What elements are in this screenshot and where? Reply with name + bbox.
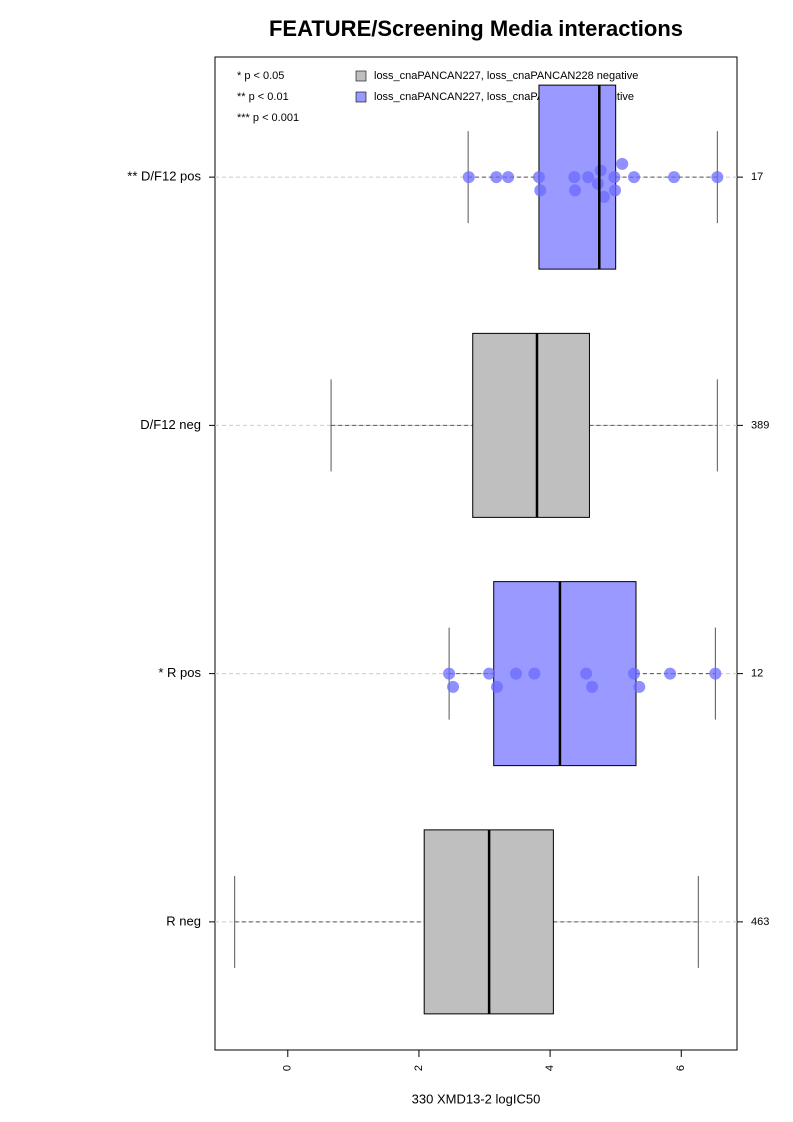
significance-note: * p < 0.05 <box>237 70 284 82</box>
data-point <box>447 680 460 693</box>
x-tick-label: 0 <box>282 1065 294 1071</box>
box <box>472 332 590 518</box>
data-point <box>609 184 622 197</box>
data-point <box>462 171 475 184</box>
group-label: * R pos <box>158 665 201 680</box>
data-point <box>633 680 646 693</box>
data-point <box>711 171 724 184</box>
legend-label: loss_cnaPANCAN227, loss_cnaPANCAN228 neg… <box>374 70 638 82</box>
significance-note: ** p < 0.01 <box>237 91 289 103</box>
data-point <box>664 667 677 680</box>
chart-title: FEATURE/Screening Media interactions <box>269 16 683 41</box>
legend-swatch <box>355 91 367 103</box>
data-point <box>586 680 599 693</box>
data-point <box>534 184 547 197</box>
data-point <box>502 171 515 184</box>
x-tick-label: 4 <box>544 1065 556 1071</box>
data-point <box>628 667 641 680</box>
data-point <box>582 171 595 184</box>
group-label: ** D/F12 pos <box>127 169 201 184</box>
data-point <box>490 171 503 184</box>
data-point <box>528 667 541 680</box>
data-point <box>510 667 523 680</box>
data-point <box>628 171 641 184</box>
group-count: 17 <box>751 171 763 183</box>
group-label: D/F12 neg <box>140 417 201 432</box>
x-axis-label: 330 XMD13-2 logIC50 <box>412 1091 541 1106</box>
data-point <box>569 184 582 197</box>
data-point <box>580 667 593 680</box>
group-count: 389 <box>751 419 769 431</box>
data-point <box>668 171 681 184</box>
data-point <box>616 157 629 170</box>
group-count: 463 <box>751 916 769 928</box>
x-tick-label: 6 <box>675 1065 687 1071</box>
data-point <box>490 680 503 693</box>
data-point <box>594 164 607 177</box>
data-point <box>709 667 722 680</box>
data-point <box>608 171 621 184</box>
data-point <box>443 667 456 680</box>
plot-frame <box>214 56 738 1051</box>
data-point <box>568 171 581 184</box>
data-point <box>597 190 610 203</box>
legend-swatch <box>355 70 367 82</box>
data-point <box>591 177 604 190</box>
group-label: R neg <box>166 913 201 928</box>
x-tick-label: 2 <box>413 1065 425 1071</box>
significance-note: *** p < 0.001 <box>237 112 299 124</box>
data-point <box>532 171 545 184</box>
data-point <box>483 667 496 680</box>
group-count: 12 <box>751 668 763 680</box>
